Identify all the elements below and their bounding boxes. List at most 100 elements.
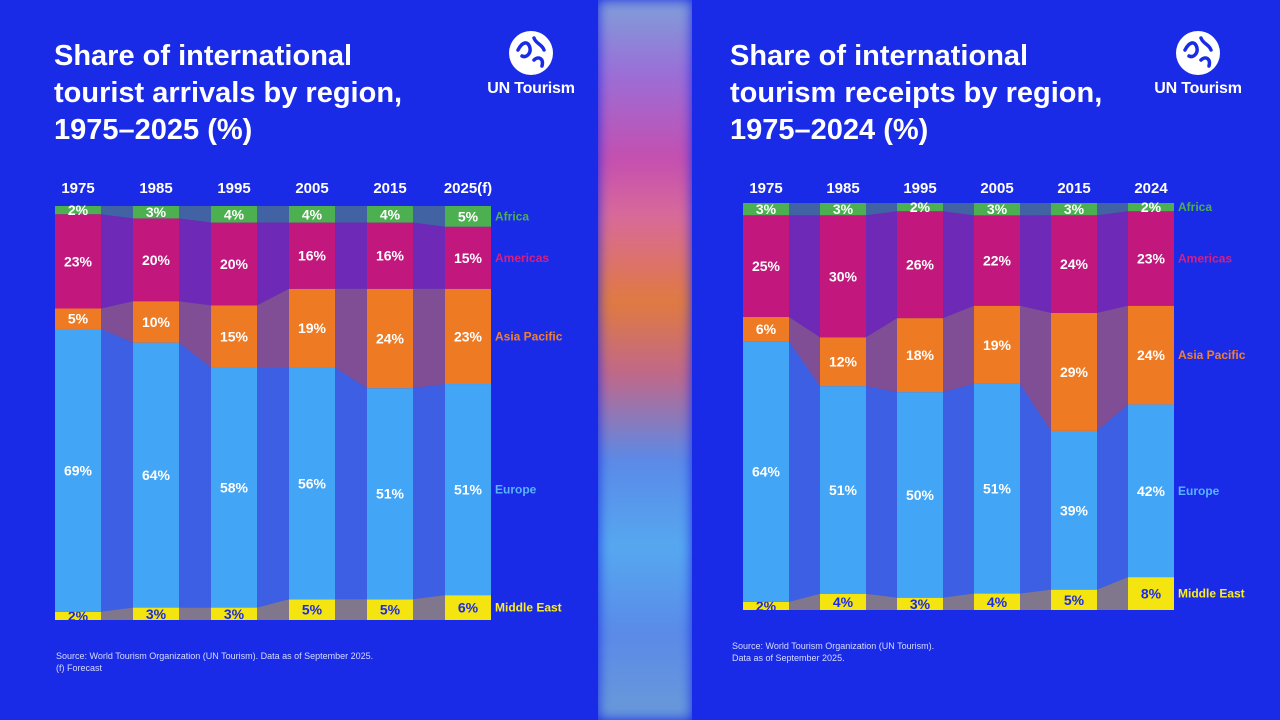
value-label: 3% xyxy=(1064,201,1085,217)
value-label: 19% xyxy=(983,337,1012,353)
value-label: 39% xyxy=(1060,502,1089,518)
value-label: 4% xyxy=(380,206,401,222)
connector-middle-east xyxy=(789,593,820,610)
bar-segment-asia-pacific xyxy=(133,301,179,343)
year-label: 1985 xyxy=(826,180,859,197)
bar-segment-asia-pacific xyxy=(1051,312,1097,431)
value-label: 51% xyxy=(454,482,483,498)
arrivals-source-note: Source: World Tourism Organization (UN T… xyxy=(56,651,374,673)
legend-americas: Americas xyxy=(495,251,549,265)
connector-asia-pacific xyxy=(335,288,367,389)
legend-middle-east: Middle East xyxy=(1178,587,1245,601)
bar-segment-americas xyxy=(820,215,866,338)
legend-africa: Africa xyxy=(495,209,529,223)
bar-segment-middle-east xyxy=(211,607,257,620)
connector-americas xyxy=(257,222,289,306)
value-label: 2% xyxy=(68,202,89,218)
value-label: 16% xyxy=(298,248,327,264)
connector-africa xyxy=(413,206,445,227)
year-label: 2015 xyxy=(373,180,406,197)
chart-background xyxy=(743,203,1174,610)
value-label: 20% xyxy=(220,256,249,272)
un-tourism-logo-icon xyxy=(509,31,553,75)
connector-americas xyxy=(413,222,445,289)
connector-europe xyxy=(257,367,289,608)
connector-asia-pacific xyxy=(1097,305,1128,431)
bar-segment-middle-east xyxy=(55,611,101,620)
value-label: 29% xyxy=(1060,364,1089,380)
connector-africa xyxy=(1097,203,1128,216)
chart-background xyxy=(55,206,491,620)
bar-segment-middle-east xyxy=(1051,589,1097,610)
year-label: 2005 xyxy=(980,180,1013,197)
value-label: 26% xyxy=(906,257,935,273)
connector-asia-pacific xyxy=(101,301,133,343)
value-label: 16% xyxy=(376,248,405,264)
year-label: 1995 xyxy=(217,180,250,197)
legend-africa: Africa xyxy=(1178,200,1212,214)
connector-americas xyxy=(943,211,974,319)
bar-segment-asia-pacific xyxy=(1128,305,1174,405)
un-tourism-logo-icon xyxy=(1176,31,1220,75)
bar-segment-middle-east xyxy=(897,597,943,610)
connector-middle-east xyxy=(413,595,445,620)
connector-europe xyxy=(413,384,445,600)
un-tourism-logo: UN Tourism xyxy=(476,30,586,98)
connector-europe xyxy=(943,383,974,598)
value-label: 24% xyxy=(1060,256,1089,272)
connector-asia-pacific xyxy=(257,288,289,368)
connector-americas xyxy=(179,218,211,306)
bar-segment-middle-east xyxy=(820,593,866,610)
value-label: 2% xyxy=(68,608,89,624)
connector-europe xyxy=(866,386,897,598)
connector-middle-east xyxy=(335,599,367,620)
connector-asia-pacific xyxy=(1020,305,1051,431)
bar-segment-europe xyxy=(445,384,491,596)
year-label: 1975 xyxy=(749,180,782,197)
connector-africa xyxy=(1020,203,1051,216)
value-label: 20% xyxy=(142,252,171,268)
value-label: 3% xyxy=(833,201,854,217)
value-label: 3% xyxy=(756,201,777,217)
connector-americas xyxy=(789,215,820,338)
connector-middle-east xyxy=(257,599,289,620)
value-label: 3% xyxy=(146,606,167,622)
bar-segment-africa xyxy=(897,203,943,212)
bar-segment-americas xyxy=(289,222,335,289)
bar-segment-africa xyxy=(820,203,866,216)
year-label: 2005 xyxy=(295,180,328,197)
value-label: 4% xyxy=(987,594,1008,610)
legend-asia-pacific: Asia Pacific xyxy=(495,329,563,343)
arrivals-chart: 1975 2% 69% 5% 23% 2% 1985 3% 64% 10% 20% 3% 1995 3% 5… xyxy=(55,180,563,624)
value-label: 3% xyxy=(224,606,245,622)
logo-text: UN Tourism xyxy=(1154,80,1242,97)
connector-africa xyxy=(943,203,974,216)
bar-segment-asia-pacific xyxy=(211,305,257,368)
bar-segment-middle-east xyxy=(133,607,179,620)
connector-africa xyxy=(101,206,133,219)
year-label: 1995 xyxy=(903,180,936,197)
bar-segment-africa xyxy=(974,203,1020,216)
year-label: 2015 xyxy=(1057,180,1090,197)
bar-segment-europe xyxy=(743,341,789,602)
value-label: 5% xyxy=(302,602,323,618)
arrivals-chart-title: Share of international tourist arrivals … xyxy=(54,40,403,146)
connector-middle-east xyxy=(866,593,897,610)
value-label: 58% xyxy=(220,480,249,496)
legend-americas: Americas xyxy=(1178,252,1232,266)
value-label: 12% xyxy=(829,354,858,370)
value-label: 3% xyxy=(987,201,1008,217)
bar-segment-americas xyxy=(1128,211,1174,306)
bar-segment-europe xyxy=(289,367,335,600)
bar-segment-europe xyxy=(133,342,179,608)
receipts-chart-title: Share of international tourism receipts … xyxy=(730,40,1103,146)
value-label: 4% xyxy=(224,206,245,222)
bar-segment-asia-pacific xyxy=(367,288,413,389)
connector-middle-east xyxy=(943,593,974,610)
value-label: 15% xyxy=(454,250,483,266)
bar-segment-americas xyxy=(367,222,413,289)
value-label: 19% xyxy=(298,320,327,336)
bar-segment-americas xyxy=(897,211,943,319)
bar-segment-middle-east xyxy=(367,599,413,620)
bar-segment-asia-pacific xyxy=(743,316,789,342)
